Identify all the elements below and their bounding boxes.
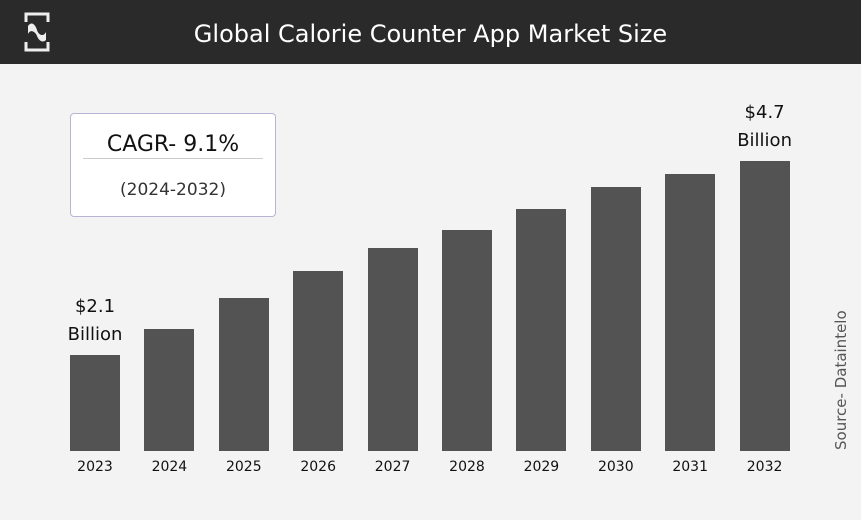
bar-2032 [739,161,790,451]
x-tick-label: 2023 [77,459,113,475]
bar-2028 [442,229,492,451]
source-label: Source- Dataintelo [832,310,850,450]
data-label-line: $2.1 [74,295,116,317]
x-tick-label: 2024 [151,459,188,475]
bar-2027 [367,248,418,451]
x-tick-label: 2030 [597,459,634,475]
x-tick-label: 2032 [746,459,783,475]
logo-icon [24,12,50,52]
header: Global Calorie Counter App Market Size [0,0,861,64]
x-tick-label: 2028 [449,459,485,475]
x-tick-label: 2026 [300,459,336,475]
bar-2025 [218,298,269,451]
bar-2031 [665,173,716,451]
cagr-period: (2024-2032) [120,180,226,200]
cagr-box: CAGR- 9.1% (2024-2032) [70,113,276,217]
bar-2030 [590,187,641,451]
bar-2026 [293,270,344,451]
chart-title: Global Calorie Counter App Market Size [193,20,668,48]
x-tick-label: 2031 [672,459,708,475]
bar-2029 [516,208,567,451]
bar-2024 [144,328,195,451]
data-label-line: $4.7 [744,102,785,123]
x-tick-label: 2025 [225,459,262,475]
x-tick-label: 2029 [523,459,560,475]
cagr-value: CAGR- 9.1% [106,132,240,157]
divider [83,158,263,159]
data-label-line: Billion [737,130,792,151]
bar-2023 [70,354,120,451]
data-label-2023: $2.1 Billion [45,293,145,349]
data-label-2032: $4.7 Billion [715,99,815,155]
x-tick-label: 2027 [374,459,411,475]
data-label-line: Billion [67,323,123,345]
